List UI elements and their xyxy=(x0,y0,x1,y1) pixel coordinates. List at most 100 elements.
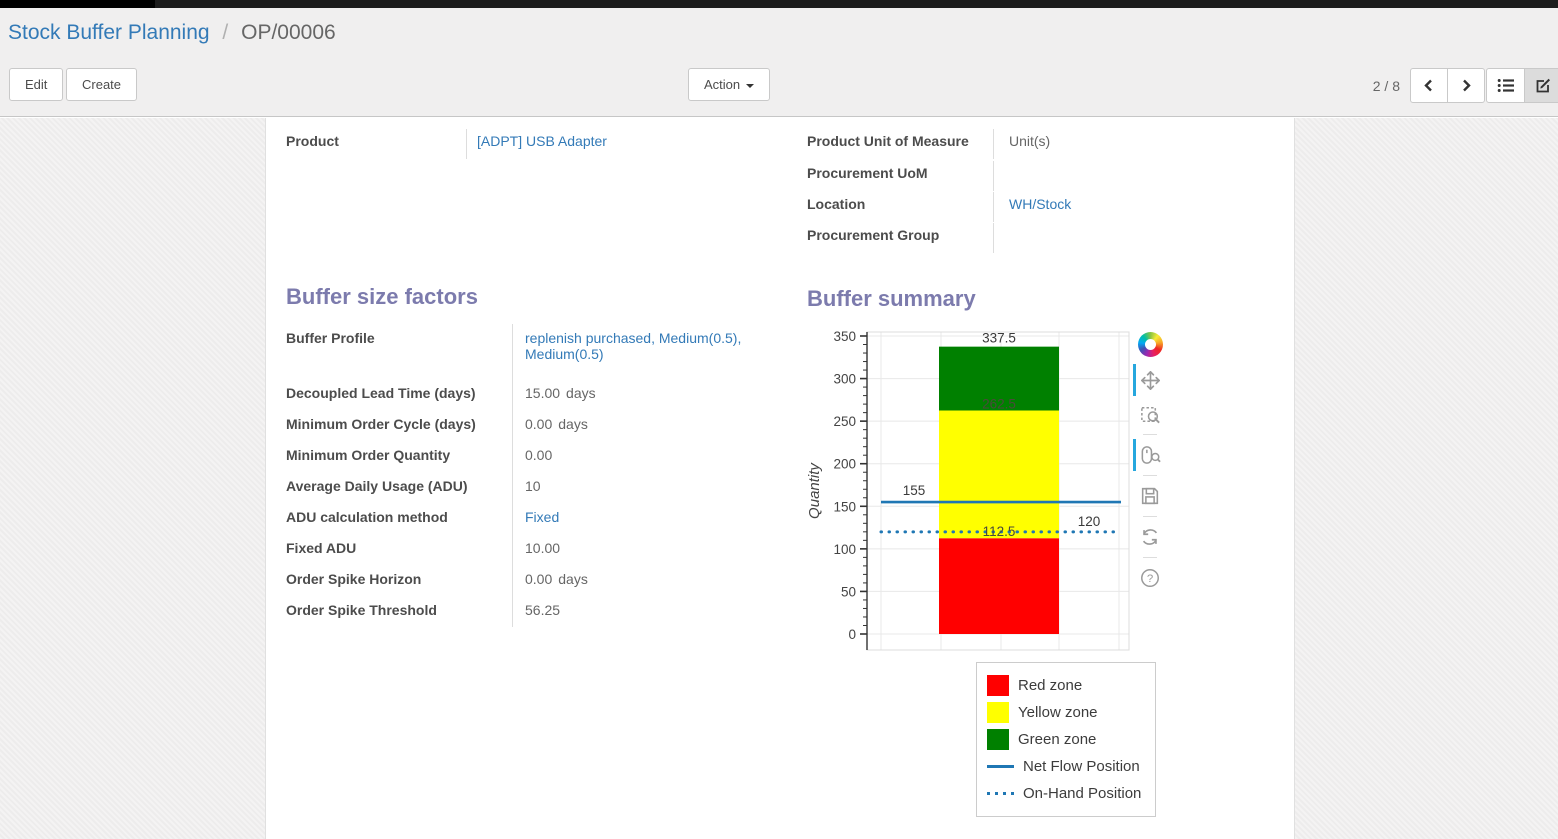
legend-label: Red zone xyxy=(1018,677,1083,694)
factor-value: 0.00 xyxy=(525,571,553,587)
factor-label: Minimum Order Cycle (days) xyxy=(286,416,476,432)
field-label-procurement-uom: Procurement UoM xyxy=(807,165,928,181)
reset-icon[interactable] xyxy=(1133,520,1167,554)
caret-down-icon xyxy=(746,83,755,88)
legend-swatch-on-hand-position-icon xyxy=(987,792,1014,795)
factor-value: 0.00 xyxy=(525,416,553,432)
zone-bar-red-zone xyxy=(939,538,1059,634)
factor-label: ADU calculation method xyxy=(286,509,448,525)
next-page-button[interactable] xyxy=(1448,68,1485,103)
field-row-product-uom: Product Unit of Measure Unit(s) xyxy=(807,129,1296,159)
legend-item: Net Flow Position xyxy=(987,753,1145,780)
list-view-icon xyxy=(1497,79,1514,92)
y-tick-label: 250 xyxy=(833,414,856,429)
field-row-location: Location WH/Stock xyxy=(807,192,1296,222)
legend-item: Yellow zone xyxy=(987,699,1145,726)
buffer-summary-chart[interactable]: 0 50 100 150 200 250 300 350 Quantity 112.5 262.5 3… xyxy=(801,326,1201,826)
y-tick-label: 0 xyxy=(848,627,856,642)
create-button[interactable]: Create xyxy=(66,68,138,101)
form-view-icon xyxy=(1536,78,1550,93)
zone-value-label: 112.5 xyxy=(983,524,1016,539)
pan-tool-icon[interactable] xyxy=(1133,363,1167,397)
field-label-location: Location xyxy=(807,196,866,212)
edit-button[interactable]: Edit xyxy=(9,68,64,101)
factor-row-min-order-qty: Minimum Order Quantity 0.00 xyxy=(286,441,786,472)
factor-row-adu-method: ADU calculation method Fixed xyxy=(286,503,786,534)
buffer-size-factors-title: Buffer size factors xyxy=(286,284,478,309)
breadcrumb-parent-link[interactable]: Stock Buffer Planning xyxy=(8,21,210,44)
toolbar-divider xyxy=(1143,516,1157,517)
factor-row-spike-threshold: Order Spike Threshold 56.25 xyxy=(286,596,786,627)
bokeh-toolbar: ? xyxy=(1133,330,1167,595)
y-axis-title: Quantity xyxy=(806,462,823,519)
factor-value: 0.00 xyxy=(525,447,553,463)
next-page-icon xyxy=(1463,79,1471,92)
factor-label: Buffer Profile xyxy=(286,330,375,346)
factor-row-buffer-profile: Buffer Profile replenish purchased, Medi… xyxy=(286,324,786,379)
pager-counter[interactable]: 2 / 8 xyxy=(1372,78,1400,94)
previous-page-icon xyxy=(1424,79,1432,92)
svg-text:?: ? xyxy=(1147,573,1153,585)
y-tick-label: 100 xyxy=(833,542,856,557)
factor-value: 10.00 xyxy=(525,540,561,556)
field-value-location[interactable]: WH/Stock xyxy=(1009,196,1072,212)
list-view-button[interactable] xyxy=(1486,68,1525,103)
field-value-procurement-group xyxy=(993,223,1296,253)
legend-swatch-net-flow-position-icon xyxy=(987,765,1014,768)
line-value-label: 155 xyxy=(903,483,926,498)
help-icon[interactable]: ? xyxy=(1133,561,1167,595)
wheel-zoom-icon[interactable] xyxy=(1133,438,1167,472)
box-zoom-icon[interactable] xyxy=(1133,397,1167,431)
factor-row-spike-horizon: Order Spike Horizon 0.00 days xyxy=(286,565,786,596)
chart-legend: Red zone Yellow zone Green zone Net Flow Po… xyxy=(976,662,1156,817)
previous-page-button[interactable] xyxy=(1410,68,1448,103)
form-background: Product [ADPT] USB Adapter Product Unit … xyxy=(0,118,1558,839)
form-sheet: Product [ADPT] USB Adapter Product Unit … xyxy=(265,118,1295,839)
view-switcher xyxy=(1486,68,1558,103)
zone-value-label: 262.5 xyxy=(982,397,1016,412)
factor-row-min-order-cycle: Minimum Order Cycle (days) 0.00 days xyxy=(286,410,786,441)
breadcrumb: Stock Buffer Planning / OP/00006 xyxy=(8,21,336,45)
breadcrumb-separator: / xyxy=(222,21,229,44)
breadcrumb-current: OP/00006 xyxy=(241,21,336,44)
factor-value: 15.00 xyxy=(525,385,561,401)
buffer-factors-table: Buffer Profile replenish purchased, Medi… xyxy=(286,324,786,627)
toolbar-divider xyxy=(1143,434,1157,435)
toolbar-divider xyxy=(1143,475,1157,476)
legend-label: On-Hand Position xyxy=(1023,785,1142,802)
save-icon[interactable] xyxy=(1133,479,1167,513)
factor-row-adu: Average Daily Usage (ADU) 10 xyxy=(286,472,786,503)
control-panel: Stock Buffer Planning / OP/00006 Edit Cr… xyxy=(0,8,1558,117)
y-tick-label: 350 xyxy=(833,329,856,344)
zone-bar-yellow-zone xyxy=(939,410,1059,539)
legend-label: Net Flow Position xyxy=(1023,758,1140,775)
factor-label: Decoupled Lead Time (days) xyxy=(286,385,476,401)
factor-suffix: days xyxy=(566,385,596,401)
factor-suffix: days xyxy=(558,416,588,432)
factor-value-buffer-profile[interactable]: replenish purchased, Medium(0.5), Medium… xyxy=(525,330,742,362)
top-menu-bar xyxy=(0,0,1558,8)
factor-suffix: days xyxy=(558,571,588,587)
factor-label: Average Daily Usage (ADU) xyxy=(286,478,468,494)
factor-label: Fixed ADU xyxy=(286,540,357,556)
factor-value-adu-method[interactable]: Fixed xyxy=(525,509,560,525)
chart-canvas[interactable]: 0 50 100 150 200 250 300 350 Quantity 112.5 262.5 3… xyxy=(801,326,1141,661)
legend-label: Yellow zone xyxy=(1018,704,1098,721)
pager-nav xyxy=(1410,68,1485,103)
form-view-button[interactable] xyxy=(1525,68,1558,103)
factor-row-dlt: Decoupled Lead Time (days) 15.00 days xyxy=(286,379,786,410)
field-label-product: Product xyxy=(286,133,339,149)
line-value-label: 120 xyxy=(1078,514,1101,529)
legend-item: Green zone xyxy=(987,726,1145,753)
bokeh-logo[interactable] xyxy=(1138,332,1163,357)
factor-label: Order Spike Threshold xyxy=(286,602,437,618)
action-dropdown-button[interactable]: Action xyxy=(688,68,771,101)
y-tick-label: 50 xyxy=(841,584,856,599)
factor-row-fixed-adu: Fixed ADU 10.00 xyxy=(286,534,786,565)
y-tick-label: 150 xyxy=(833,499,856,514)
y-tick-label: 300 xyxy=(833,372,856,387)
field-row-procurement-group: Procurement Group xyxy=(807,223,1296,255)
field-value-product[interactable]: [ADPT] USB Adapter xyxy=(477,133,607,149)
legend-item: On-Hand Position xyxy=(987,780,1145,807)
